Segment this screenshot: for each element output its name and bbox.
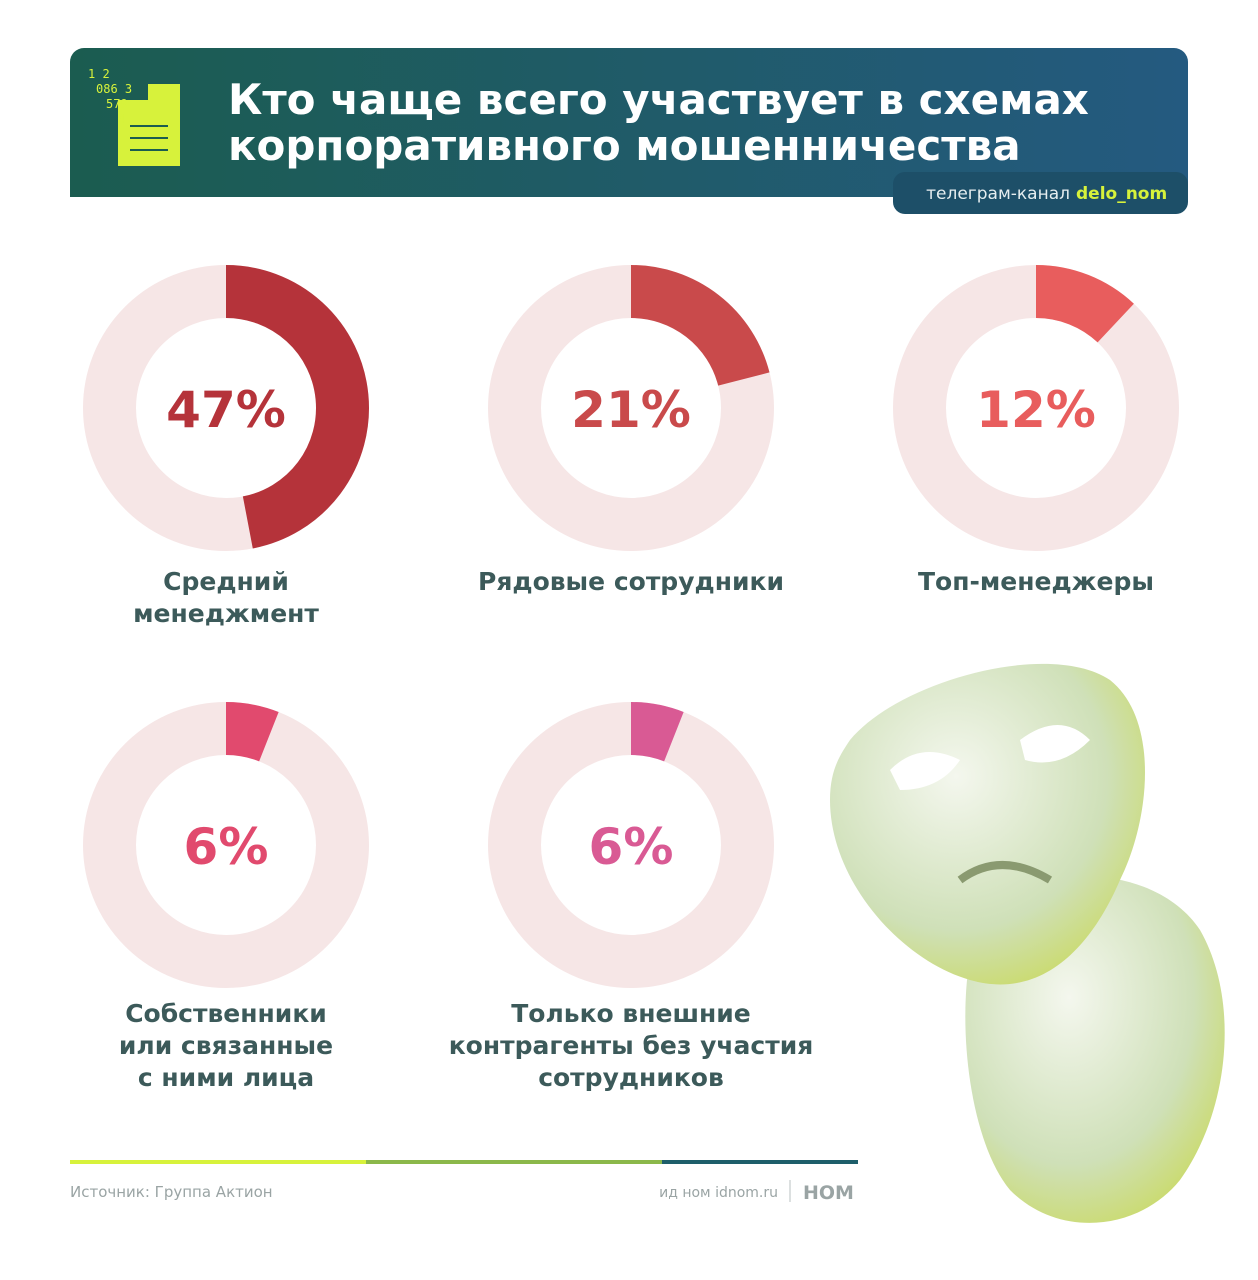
channel-pill bbox=[893, 172, 1188, 214]
category-label: Собственники или связанные с ними лица bbox=[118, 999, 334, 1092]
donut-segment bbox=[1035, 265, 1134, 344]
category-label: Только внешние контрагенты без участия с… bbox=[448, 999, 814, 1092]
value-label: 47% bbox=[166, 381, 286, 439]
title: корпоративного мошенничества bbox=[228, 121, 1021, 170]
logo-lines bbox=[130, 125, 168, 151]
site: ид ном idnom.ru bbox=[659, 1185, 778, 1201]
category-label: Средний менеджмент bbox=[133, 567, 319, 628]
logo-digits: 086 3 bbox=[96, 82, 132, 96]
donut-segment bbox=[225, 265, 369, 549]
channel-name: delo_nom bbox=[1076, 184, 1167, 204]
category-label: Рядовые сотрудники bbox=[478, 567, 784, 596]
source: Источник: Группа Актион bbox=[70, 1183, 273, 1201]
brand: НОМ bbox=[803, 1182, 854, 1204]
donut-segment bbox=[225, 702, 279, 762]
value-label: 12% bbox=[976, 381, 1096, 439]
logo-digits: 4 bbox=[118, 112, 125, 126]
value-label: 21% bbox=[571, 381, 691, 439]
donut-segment bbox=[630, 702, 684, 762]
donut-segment bbox=[630, 265, 770, 387]
logo-digits: 1 2 bbox=[88, 67, 110, 81]
category-label: Топ-менеджеры bbox=[917, 567, 1155, 596]
value-label: 6% bbox=[589, 818, 674, 876]
header-band bbox=[70, 48, 1188, 197]
logo-digits: 579 bbox=[106, 97, 128, 111]
title: Кто чаще всего участвует в схемах bbox=[228, 75, 1089, 124]
masks bbox=[830, 663, 1225, 1223]
header-corner bbox=[70, 150, 100, 197]
channel-prefix: телеграм-канал bbox=[926, 184, 1070, 204]
value-label: 6% bbox=[184, 818, 269, 876]
